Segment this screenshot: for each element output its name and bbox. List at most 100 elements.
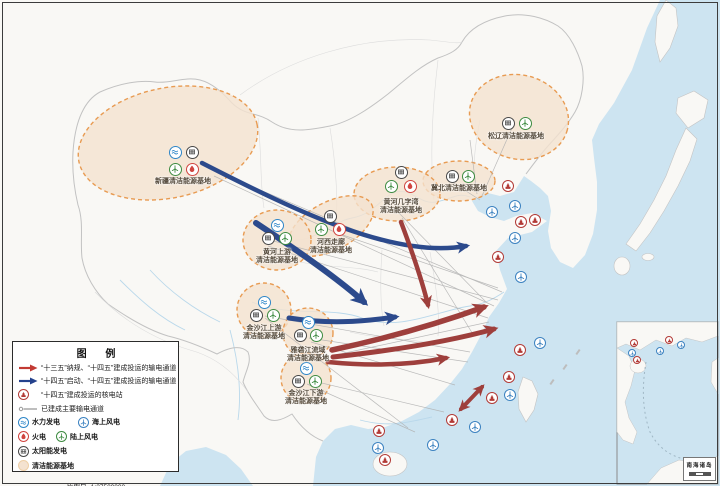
solar-power-icon	[185, 145, 199, 159]
thermal-power-icon	[403, 179, 417, 193]
hydro-power-icon	[257, 295, 271, 309]
offshore-wind-icon	[509, 232, 521, 244]
solar-power-icon	[291, 374, 305, 388]
red-arrow-icon	[18, 364, 38, 372]
existing-corridor-icon	[18, 405, 38, 413]
base-label: 冀北清洁能源基地	[431, 185, 487, 192]
legend-solar: 太阳能发电	[18, 445, 81, 457]
onshore-wind-icon	[518, 116, 532, 130]
offshore-wind-icon	[677, 341, 685, 349]
corridor-13-5-southwest-fujian	[325, 353, 451, 367]
base-label: 黄河上游 清洁能源基地	[256, 249, 298, 264]
sea-bottom-left	[160, 447, 253, 486]
legend-power-label: 陆上风电	[70, 433, 98, 441]
nuclear-station-icon	[514, 344, 526, 356]
onshore-wind-icon	[308, 374, 322, 388]
base-region-xinjiang	[77, 85, 259, 201]
inset-label-box: 南海诸岛	[683, 457, 716, 481]
onshore-wind-icon	[266, 308, 280, 322]
offshore-wind-icon	[469, 421, 481, 433]
offshore-wind-icon	[427, 439, 439, 451]
map-scale: 比例尺 1:27500000	[18, 476, 174, 486]
legend-onshore-wind: 陆上风电	[56, 431, 116, 443]
base-label: 黄河几字湾 清洁能源基地	[380, 199, 422, 214]
base-label: 雅砻江流域 清洁能源基地	[287, 347, 329, 362]
offshore-wind-icon	[656, 347, 664, 355]
onshore-wind-icon	[309, 328, 323, 342]
base-label: 金沙江下游 清洁能源基地	[285, 390, 327, 405]
clean-energy-base-icon	[18, 460, 29, 472]
onshore-wind-icon	[314, 222, 328, 236]
hydro-power-icon	[270, 218, 284, 232]
legend-power-label: 太阳能发电	[32, 448, 67, 456]
corridor-13-5-jiziwan-south	[398, 219, 432, 310]
blue-arrow-icon	[18, 377, 38, 385]
shikoku-island	[641, 253, 655, 261]
inset-philippines	[710, 357, 719, 395]
nuclear-station-icon	[665, 336, 673, 344]
legend-row-nuclear: “十四五”建成投运的核电站	[18, 389, 174, 401]
legend-hydro: 水力发电	[18, 416, 78, 428]
offshore-wind-icon	[534, 337, 546, 349]
base-region-jinshajiang-xiayou	[280, 352, 332, 404]
offshore-wind-icon	[372, 442, 384, 454]
nuclear-station-icon	[18, 389, 38, 401]
hydro-power-icon	[301, 315, 315, 329]
base-label: 松辽清洁能源基地	[488, 133, 544, 140]
hokkaido-island	[675, 90, 709, 129]
legend-row-label: “十四五”建成投运的核电站	[41, 391, 123, 399]
base-region-jinshajiang-shangyou	[236, 282, 292, 338]
legend-offshore-wind: 海上风电	[78, 416, 141, 428]
hydro-power-icon	[299, 361, 313, 375]
legend-row-corridor-13-5: “十三五”纳规、“十四五”建成投运的输电通道	[18, 363, 176, 373]
kyushu-island	[613, 256, 631, 276]
corridor-14-5-southwest-east	[286, 311, 400, 326]
nuclear-station-icon	[633, 356, 641, 364]
legend-thermal: 火电	[18, 431, 56, 443]
onshore-wind-icon	[278, 231, 292, 245]
offshore-wind-icon	[509, 200, 521, 212]
honshu-island	[625, 127, 698, 252]
corridor-13-5-guangdong-link	[458, 384, 485, 412]
base-region-huanghe-jiziwan	[353, 166, 441, 222]
base-label: 金沙江上游 清洁能源基地	[243, 325, 285, 340]
corridor-13-5-southwest-zhejiang	[330, 325, 499, 360]
legend-title: 图 例	[76, 349, 124, 360]
thermal-power-icon	[185, 162, 199, 176]
corridor-13-5-southwest-shanghai	[329, 303, 489, 353]
onshore-wind-icon	[384, 179, 398, 193]
inset-scale-bar	[688, 472, 711, 476]
thermal-power-icon	[332, 222, 346, 236]
onshore-wind-icon	[168, 162, 182, 176]
legend-base-label: 清洁能源基地	[32, 462, 74, 470]
scale-prefix: 比例尺	[67, 484, 87, 486]
nuclear-station-icon	[529, 214, 541, 226]
offshore-wind-icon	[515, 271, 527, 283]
taiwan-island	[517, 376, 539, 423]
sakhalin-island	[654, 0, 679, 63]
nuclear-station-icon	[630, 339, 638, 347]
nuclear-station-icon	[379, 454, 391, 466]
solar-power-icon	[394, 165, 408, 179]
solar-power-icon	[249, 308, 263, 322]
legend-row-corridor-14-5: “十四五”启动、“十四五”建成投运的输电通道	[18, 376, 177, 386]
legend-power-label: 海上风电	[92, 419, 120, 427]
hydro-power-icon	[168, 145, 182, 159]
solar-power-icon	[261, 231, 275, 245]
nuclear-station-icon	[373, 425, 385, 437]
legend-row-label: 已建成主要输电通道	[41, 405, 104, 413]
base-label: 河西走廊 清洁能源基地	[310, 239, 352, 254]
onshore-wind-icon	[461, 169, 475, 183]
solar-power-icon	[445, 169, 459, 183]
base-region-songliao	[468, 73, 570, 161]
scale-value: 1:27500000	[91, 484, 125, 486]
legend-row-label: “十四五”启动、“十四五”建成投运的输电通道	[41, 378, 177, 386]
offshore-wind-icon	[628, 349, 636, 357]
nuclear-station-icon	[503, 371, 515, 383]
nuclear-station-icon	[486, 392, 498, 404]
base-region-jibei	[422, 160, 496, 202]
corridors-13-5	[325, 219, 499, 412]
existing-corridor-lines	[207, 127, 513, 433]
legend-row-existing: 已建成主要输电通道	[18, 404, 174, 414]
